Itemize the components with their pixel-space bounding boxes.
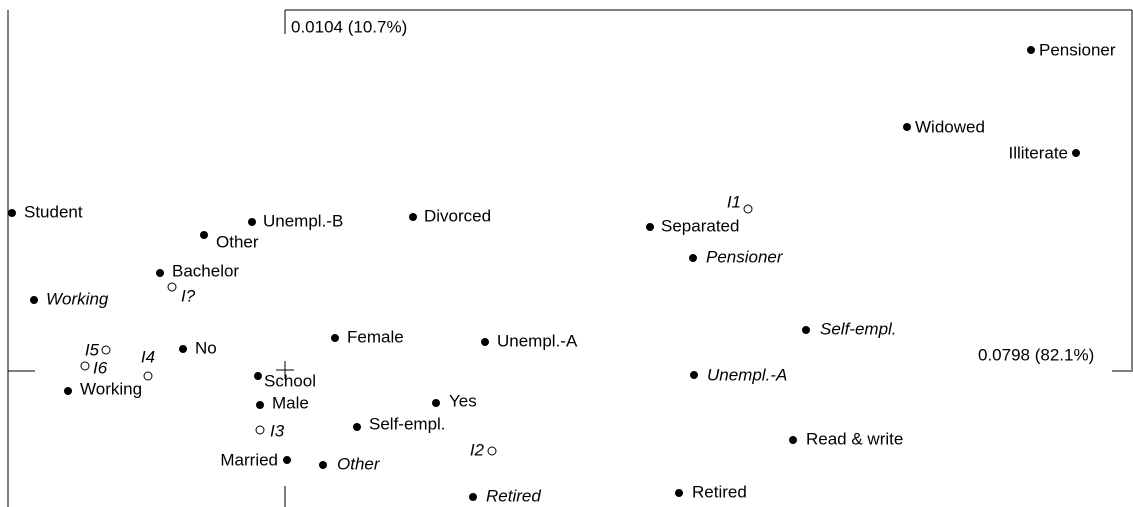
point (319, 461, 327, 469)
point-label: Self-empl. (820, 319, 897, 338)
point (689, 254, 697, 262)
axis-label: 0.0104 (10.7%) (291, 17, 407, 36)
open-point (255, 425, 265, 435)
point-label: Male (272, 393, 309, 412)
point-label: Unempl.-A (707, 365, 787, 384)
point-label: Retired (692, 482, 747, 501)
point (156, 269, 164, 277)
point (8, 209, 16, 217)
point-label: I2 (470, 440, 485, 459)
point (432, 399, 440, 407)
point-label: Bachelor (172, 261, 239, 280)
point (1072, 149, 1080, 157)
open-point (143, 371, 153, 381)
point (30, 296, 38, 304)
point (903, 123, 911, 131)
point-label: Working (46, 289, 109, 308)
point-label: No (195, 338, 217, 357)
open-point (487, 446, 497, 456)
point (353, 423, 361, 431)
point-label: I? (181, 286, 196, 305)
point-label: School (264, 371, 316, 390)
open-point (743, 204, 753, 214)
point-label: Unempl.-B (263, 211, 343, 230)
point (179, 345, 187, 353)
point-label: I4 (141, 347, 155, 366)
point-label: Pensioner (1039, 40, 1116, 59)
point (675, 489, 683, 497)
open-point (167, 282, 177, 292)
open-point (80, 361, 90, 371)
axis-label: 0.0798 (82.1%) (978, 345, 1094, 364)
point-label: I3 (270, 421, 285, 440)
point (481, 338, 489, 346)
point-label: Pensioner (706, 247, 784, 266)
point-label: Widowed (915, 117, 985, 136)
point (409, 213, 417, 221)
point-label: I6 (93, 358, 108, 377)
point-label: Other (337, 454, 381, 473)
point-label: Married (220, 450, 278, 469)
point-label: Illiterate (1008, 143, 1068, 162)
point-label: Working (80, 379, 142, 398)
point-label: Yes (449, 391, 477, 410)
point-label: Self-empl. (369, 414, 446, 433)
point-label: I1 (727, 192, 741, 211)
point (789, 436, 797, 444)
point (331, 334, 339, 342)
open-point (101, 345, 111, 355)
point-label: Other (216, 232, 259, 251)
point (256, 401, 264, 409)
point-label: Student (24, 202, 83, 221)
point (802, 326, 810, 334)
point (1027, 46, 1035, 54)
point-label: Divorced (424, 206, 491, 225)
point (469, 493, 477, 501)
point (646, 223, 654, 231)
point-label: I5 (85, 340, 100, 359)
point (248, 218, 256, 226)
point-label: Unempl.-A (497, 331, 578, 350)
point (254, 372, 262, 380)
point-label: Retired (486, 486, 541, 505)
point (690, 371, 698, 379)
point-label: Separated (661, 216, 739, 235)
point-label: Read & write (806, 429, 903, 448)
point-label: Female (347, 327, 404, 346)
point (283, 456, 291, 464)
point (200, 231, 208, 239)
point (64, 387, 72, 395)
